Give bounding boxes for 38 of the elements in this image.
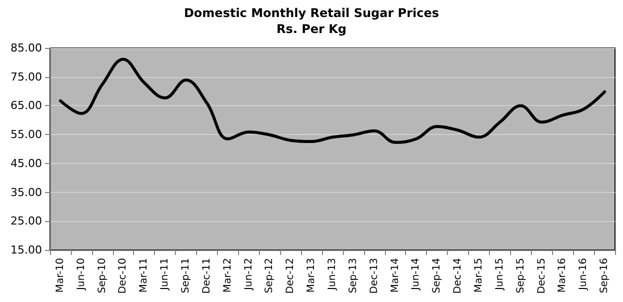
chart-title: Domestic Monthly Retail Sugar Prices xyxy=(184,6,440,20)
x-tick-label: Jun-15 xyxy=(494,258,506,291)
x-tick-label: Dec-15 xyxy=(536,258,548,294)
y-tick-label: 75.00 xyxy=(10,70,42,84)
y-tick-label: 55.00 xyxy=(10,128,42,142)
x-tick-label: Jun-10 xyxy=(76,258,87,291)
x-tick-label: Dec-14 xyxy=(452,258,464,294)
x-tick-label: Mar-12 xyxy=(222,258,234,293)
x-tick-label: Jun-12 xyxy=(243,258,254,291)
y-tick-label: 25.00 xyxy=(10,214,42,228)
chart-subtitle: Rs. Per Kg xyxy=(276,22,347,36)
x-tick-label: Dec-10 xyxy=(118,258,129,294)
x-tick-label: Dec-13 xyxy=(368,258,380,294)
x-tick-label: Sep-14 xyxy=(432,258,443,294)
x-tick-label: Jun-16 xyxy=(578,258,590,291)
line-series xyxy=(58,58,606,144)
x-tick-label: Dec-12 xyxy=(285,258,296,294)
x-tick-label: Sep-16 xyxy=(599,258,610,294)
x-tick-label: Jun-13 xyxy=(327,258,338,291)
y-tick-label: 65.00 xyxy=(10,99,42,112)
x-tick-label: Sep-12 xyxy=(264,258,276,294)
x-tick-label: Mar-15 xyxy=(473,258,484,293)
x-tick-label: Jun-14 xyxy=(410,258,422,291)
x-tick-label: Dec-11 xyxy=(201,258,212,294)
y-tick-label: 35.00 xyxy=(10,186,42,199)
y-tick-label: 15.00 xyxy=(10,244,42,256)
x-tick-label: Sep-13 xyxy=(348,258,359,294)
x-tick-label: Mar-11 xyxy=(138,258,150,293)
x-tick-label: Mar-14 xyxy=(390,258,401,293)
x-tick-label: Mar-16 xyxy=(557,258,568,293)
x-tick-label: Jun-11 xyxy=(160,258,171,291)
y-tick-label: 45.00 xyxy=(10,156,42,170)
x-tick-label: Mar-10 xyxy=(54,258,66,293)
x-tick-label: Sep-15 xyxy=(515,258,526,294)
x-tick-label: Sep-11 xyxy=(180,258,192,294)
x-tick-label: Sep-10 xyxy=(96,258,108,294)
x-tick-label: Mar-13 xyxy=(306,258,318,293)
y-tick-label: 85.00 xyxy=(10,42,42,54)
